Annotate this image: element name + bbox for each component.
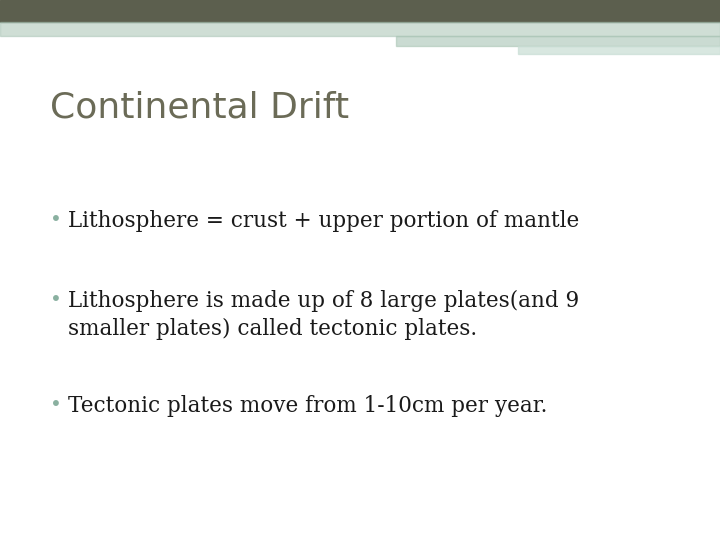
Bar xyxy=(0,22,720,36)
Text: Continental Drift: Continental Drift xyxy=(50,90,349,124)
Bar xyxy=(518,46,720,54)
Bar xyxy=(0,0,720,22)
Text: •: • xyxy=(50,210,62,229)
Text: Lithosphere = crust + upper portion of mantle: Lithosphere = crust + upper portion of m… xyxy=(68,210,580,232)
Text: •: • xyxy=(50,395,62,414)
Text: Lithosphere is made up of 8 large plates(and 9
smaller plates) called tectonic p: Lithosphere is made up of 8 large plates… xyxy=(68,290,580,340)
Text: Tectonic plates move from 1-10cm per year.: Tectonic plates move from 1-10cm per yea… xyxy=(68,395,547,417)
Text: •: • xyxy=(50,290,62,309)
Bar xyxy=(396,36,720,46)
